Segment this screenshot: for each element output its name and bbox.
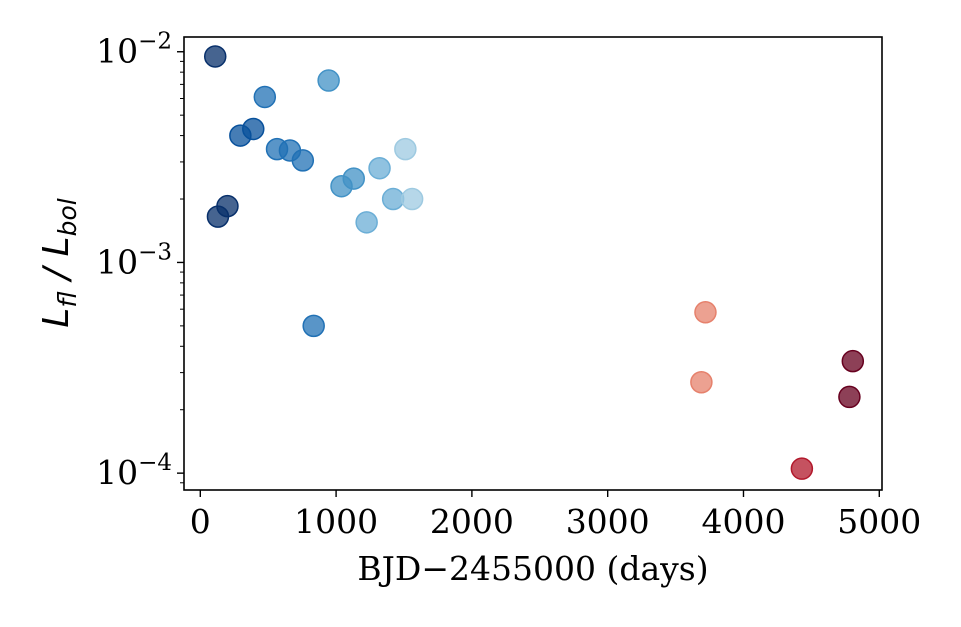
y-label-sep: / (36, 256, 77, 291)
data-point-8 (291, 149, 315, 172)
y-axis-ticks: 10−2 10−3 10−4 (96, 29, 184, 492)
x-tick-label-1: 1000 (294, 502, 378, 541)
x-tick-label-2: 2000 (430, 502, 514, 541)
y-label-sub-bol: bol (53, 198, 82, 236)
y-label-L2: L (36, 236, 77, 256)
y-label-L: L (36, 308, 77, 328)
x-tick-label-3: 3000 (566, 502, 650, 541)
data-point-13 (355, 211, 378, 234)
data-point-0 (203, 45, 227, 68)
plot-frame (183, 36, 883, 491)
data-point-4 (242, 117, 265, 141)
data-point-21 (838, 385, 861, 409)
x-axis-label: BJD−2455000 (days) (357, 549, 708, 588)
y-axis-label: Lfl / Lbol (36, 198, 82, 327)
data-point-20 (790, 457, 814, 480)
data-point-19 (694, 301, 717, 324)
data-point-5 (253, 85, 277, 109)
data-point-15 (381, 187, 405, 211)
data-point-9 (302, 314, 325, 338)
y-tick-label-0: 10−2 (96, 29, 172, 71)
x-tick-label-5: 5000 (837, 502, 921, 541)
data-points (203, 45, 865, 480)
data-point-16 (394, 137, 417, 161)
x-tick-label-4: 4000 (701, 502, 785, 541)
data-point-18 (690, 371, 713, 394)
data-point-22 (841, 349, 865, 373)
y-label-sub-fl: fl (53, 291, 82, 308)
data-point-14 (368, 156, 391, 180)
y-tick-label-2: 10−4 (96, 450, 172, 492)
data-point-12 (342, 167, 365, 190)
x-tick-label-0: 0 (190, 502, 211, 541)
x-axis-ticks: 0 1000 2000 3000 4000 5000 (190, 490, 921, 541)
y-tick-label-1: 10−3 (96, 239, 172, 281)
data-point-2 (216, 194, 239, 218)
data-point-10 (317, 69, 340, 92)
data-point-17 (400, 187, 424, 211)
